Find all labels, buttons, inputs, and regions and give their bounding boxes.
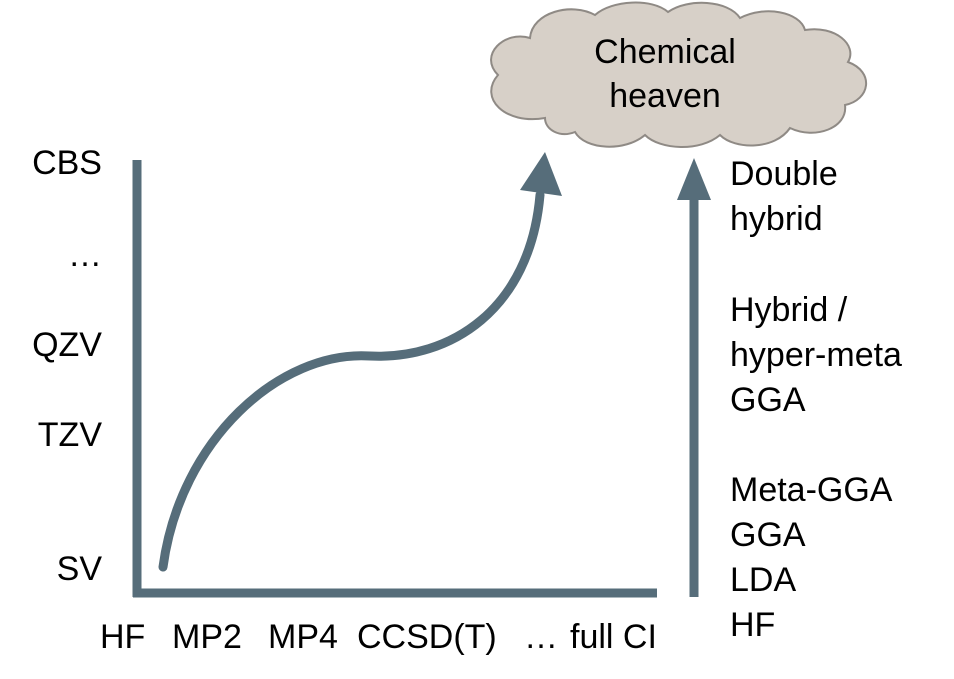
x-label-full-ci: full CI <box>570 618 657 656</box>
cloud-label-line1: Chemical <box>594 33 736 71</box>
dft-label: Meta-GGA <box>730 471 893 509</box>
cloud-label-line2: heaven <box>609 77 721 115</box>
cloud-label: Chemical heaven <box>540 30 790 118</box>
x-label-ellipsis: … <box>524 618 558 656</box>
dft-label: Double <box>730 155 838 193</box>
x-label-mp4: MP4 <box>268 618 338 656</box>
x-label-hf: HF <box>100 618 146 656</box>
x-label-ccsdt: CCSD(T) <box>357 618 497 656</box>
dft-ladder-arrowhead <box>677 158 711 200</box>
curve-arrowhead <box>520 152 562 196</box>
dft-label: hybrid <box>730 200 823 238</box>
dft-label: GGA <box>730 516 806 554</box>
cloud-shape <box>490 1 867 148</box>
dft-group-hybrid: Hybrid / hyper-meta GGA <box>730 288 902 423</box>
y-label-tzv: TZV <box>37 416 102 454</box>
y-label-qzv: QZV <box>32 326 102 364</box>
y-label-cbs: CBS <box>32 144 102 182</box>
dft-label: LDA <box>730 561 797 599</box>
dft-label: hyper-meta <box>730 336 902 374</box>
dft-label: HF <box>730 606 776 644</box>
x-label-mp2: MP2 <box>172 618 242 656</box>
dft-label: GGA <box>730 381 806 419</box>
dft-group-double-hybrid: Double hybrid <box>730 152 838 242</box>
dft-label: Hybrid / <box>730 291 848 329</box>
progress-curve <box>158 190 545 572</box>
y-label-sv: SV <box>56 550 102 588</box>
dft-group-meta-gga: Meta-GGA GGA LDA HF <box>730 468 892 648</box>
y-label-ellipsis: … <box>68 236 102 274</box>
